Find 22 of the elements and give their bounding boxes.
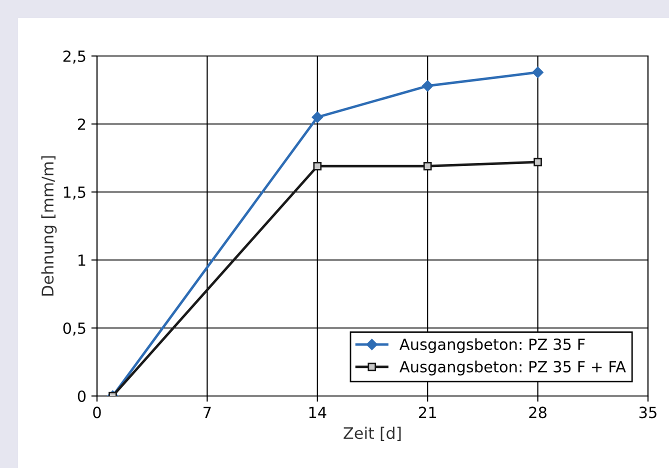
x-tick-label: 14 <box>309 406 326 418</box>
y-tick-label: 1 <box>78 254 86 266</box>
point <box>423 162 432 170</box>
legend-label: Ausgangsbeton: PZ 35 F <box>400 338 585 354</box>
x-tick-label: 21 <box>419 406 436 418</box>
y-tick-label: 0,5 <box>63 322 86 336</box>
y-tick-label: 2,5 <box>63 50 86 64</box>
point <box>312 112 324 123</box>
legend-label: Ausgangsbeton: PZ 35 F + FA <box>400 360 626 376</box>
x-tick-label: 35 <box>639 406 656 418</box>
point <box>422 80 434 92</box>
y-tick-label: 2 <box>78 118 86 130</box>
x-axis-title: Zeit [d] <box>344 426 401 441</box>
x-tick-label: 0 <box>93 406 101 418</box>
y-axis-title: Dehnung [mm/m] <box>41 156 57 296</box>
y-tick-label: 0 <box>78 390 86 402</box>
x-tick-label: 7 <box>204 406 211 418</box>
point <box>313 162 322 170</box>
point <box>532 66 544 78</box>
y-tick-label: 1,5 <box>64 186 86 200</box>
x-tick-label: 28 <box>529 406 546 418</box>
point <box>534 158 542 166</box>
